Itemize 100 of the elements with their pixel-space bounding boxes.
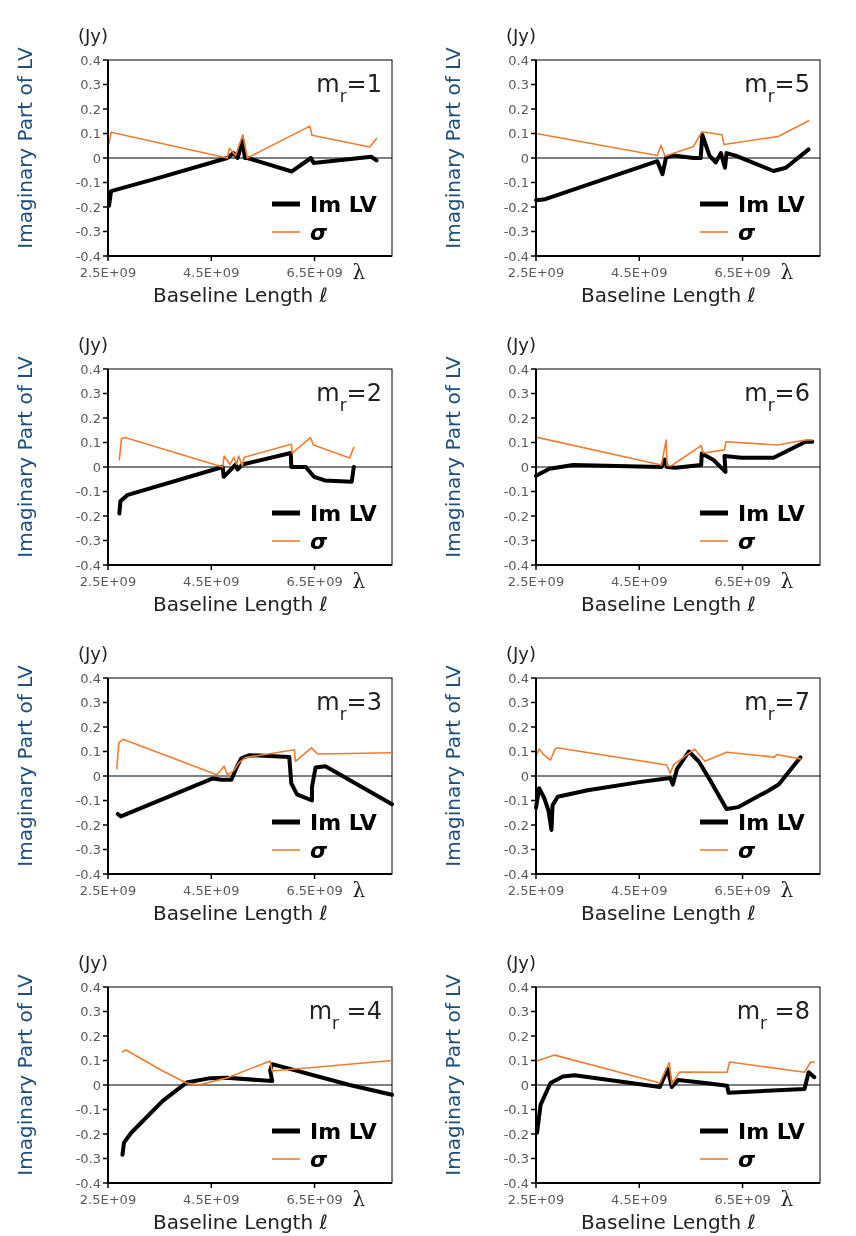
y-tick-label: -0.4 bbox=[75, 1175, 101, 1191]
y-axis-title: Imaginary Part of LV bbox=[13, 974, 37, 1176]
legend-label: Im LV bbox=[738, 809, 805, 835]
y-tick-label: -0.4 bbox=[75, 248, 101, 264]
y-tick-label: 0.1 bbox=[80, 126, 101, 142]
text: λ bbox=[780, 878, 794, 902]
x-axis-title: Baseline Length ℓ bbox=[581, 592, 756, 616]
y-tick-label: 0.2 bbox=[80, 719, 101, 735]
text: m$_{r}$=3 bbox=[316, 688, 382, 724]
y-tick-label: -0.3 bbox=[75, 224, 101, 240]
y-tick-label: 0.3 bbox=[508, 695, 529, 711]
x-axis-title: Baseline Length ℓ bbox=[581, 283, 756, 307]
legend-label: σ bbox=[310, 837, 328, 863]
y-tick-label: 0.3 bbox=[80, 1004, 101, 1020]
y-tick-label: -0.3 bbox=[75, 842, 101, 858]
y-tick-label: -0.1 bbox=[75, 175, 101, 191]
y-axis-title: Imaginary Part of LV bbox=[441, 47, 465, 249]
text: m$_{r}$=7 bbox=[744, 688, 810, 724]
y-tick-label: 0.1 bbox=[80, 435, 101, 451]
x-tick-label: 4.5E+09 bbox=[183, 574, 240, 589]
y-tick-label: -0.2 bbox=[75, 199, 101, 215]
y-tick-label: -0.4 bbox=[503, 866, 529, 882]
x-tick-label: 6.5E+09 bbox=[714, 1192, 771, 1207]
y-tick-label: 0.1 bbox=[508, 744, 529, 760]
y-tick-label: -0.4 bbox=[503, 1175, 529, 1191]
y-tick-label: 0.4 bbox=[80, 52, 101, 68]
y-tick-label: -0.4 bbox=[503, 248, 529, 264]
x-axis-title: Baseline Length ℓ bbox=[153, 592, 328, 616]
legend-label: σ bbox=[738, 1146, 756, 1172]
legend-label: Im LV bbox=[738, 500, 805, 526]
y-tick-label: 0 bbox=[92, 1077, 101, 1093]
y-tick-label: 0.4 bbox=[80, 979, 101, 995]
y-tick-label: -0.2 bbox=[75, 817, 101, 833]
y-tick-label: -0.2 bbox=[503, 1126, 529, 1142]
x-tick-label: 4.5E+09 bbox=[611, 574, 668, 589]
y-tick-label: 0.2 bbox=[508, 719, 529, 735]
y-tick-label: -0.3 bbox=[503, 1151, 529, 1167]
x-tick-label: 4.5E+09 bbox=[183, 883, 240, 898]
y-tick-label: -0.2 bbox=[503, 199, 529, 215]
x-tick-label: 6.5E+09 bbox=[714, 883, 771, 898]
x-tick-label: 4.5E+09 bbox=[611, 883, 668, 898]
y-tick-label: -0.1 bbox=[503, 1102, 529, 1118]
y-tick-label: -0.4 bbox=[503, 557, 529, 573]
y-axis-title: Imaginary Part of LV bbox=[441, 356, 465, 558]
y-tick-label: 0 bbox=[92, 150, 101, 166]
y-tick-label: -0.3 bbox=[503, 842, 529, 858]
x-axis-title: Baseline Length ℓ bbox=[153, 283, 328, 307]
text: m$_{r}$=5 bbox=[744, 70, 810, 106]
text: (Jy) bbox=[78, 952, 109, 973]
y-tick-label: -0.2 bbox=[503, 508, 529, 524]
y-tick-label: -0.3 bbox=[75, 533, 101, 549]
y-tick-label: 0 bbox=[520, 150, 529, 166]
text: (Jy) bbox=[506, 643, 537, 664]
x-tick-label: 2.5E+09 bbox=[79, 1192, 137, 1207]
text: (Jy) bbox=[78, 334, 109, 355]
y-tick-label: -0.1 bbox=[503, 175, 529, 191]
legend-label: σ bbox=[310, 1146, 328, 1172]
y-tick-label: 0.3 bbox=[508, 386, 529, 402]
text: λ bbox=[352, 260, 366, 284]
y-tick-label: 0.1 bbox=[508, 126, 529, 142]
y-tick-label: 0.1 bbox=[80, 1053, 101, 1069]
x-tick-label: 2.5E+09 bbox=[507, 1192, 565, 1207]
text: λ bbox=[780, 569, 794, 593]
legend-label: Im LV bbox=[310, 191, 377, 217]
x-tick-label: 2.5E+09 bbox=[507, 574, 565, 589]
y-tick-label: 0.2 bbox=[80, 101, 101, 117]
y-tick-label: 0.3 bbox=[80, 386, 101, 402]
y-tick-label: 0.1 bbox=[80, 744, 101, 760]
x-tick-label: 6.5E+09 bbox=[714, 265, 771, 280]
y-tick-label: -0.1 bbox=[75, 793, 101, 809]
x-tick-label: 6.5E+09 bbox=[286, 574, 343, 589]
y-tick-label: 0.3 bbox=[80, 77, 101, 93]
legend-label: Im LV bbox=[738, 1118, 805, 1144]
y-tick-label: -0.1 bbox=[503, 793, 529, 809]
y-tick-label: 0.2 bbox=[80, 410, 101, 426]
text: λ bbox=[352, 878, 366, 902]
x-tick-label: 2.5E+09 bbox=[79, 574, 137, 589]
text: λ bbox=[352, 1187, 366, 1211]
x-tick-label: 2.5E+09 bbox=[507, 265, 565, 280]
y-tick-label: 0.4 bbox=[80, 361, 101, 377]
y-tick-label: 0.4 bbox=[508, 670, 529, 686]
legend-label: σ bbox=[738, 837, 756, 863]
x-tick-label: 6.5E+09 bbox=[714, 574, 771, 589]
y-tick-label: -0.3 bbox=[503, 533, 529, 549]
y-tick-label: -0.1 bbox=[75, 484, 101, 500]
text: m$_{r}$ =4 bbox=[308, 997, 382, 1033]
text: (Jy) bbox=[506, 25, 537, 46]
y-tick-label: 0.1 bbox=[508, 435, 529, 451]
y-axis-title: Imaginary Part of LV bbox=[13, 47, 37, 249]
text: λ bbox=[780, 260, 794, 284]
y-tick-label: 0.4 bbox=[80, 670, 101, 686]
x-tick-label: 2.5E+09 bbox=[79, 265, 137, 280]
legend-label: σ bbox=[738, 528, 756, 554]
y-tick-label: 0.2 bbox=[508, 410, 529, 426]
y-tick-label: -0.2 bbox=[503, 817, 529, 833]
text: (Jy) bbox=[78, 25, 109, 46]
text: m$_{r}$=6 bbox=[744, 379, 810, 415]
y-tick-label: -0.1 bbox=[75, 1102, 101, 1118]
y-tick-label: 0 bbox=[92, 459, 101, 475]
x-tick-label: 6.5E+09 bbox=[286, 1192, 343, 1207]
